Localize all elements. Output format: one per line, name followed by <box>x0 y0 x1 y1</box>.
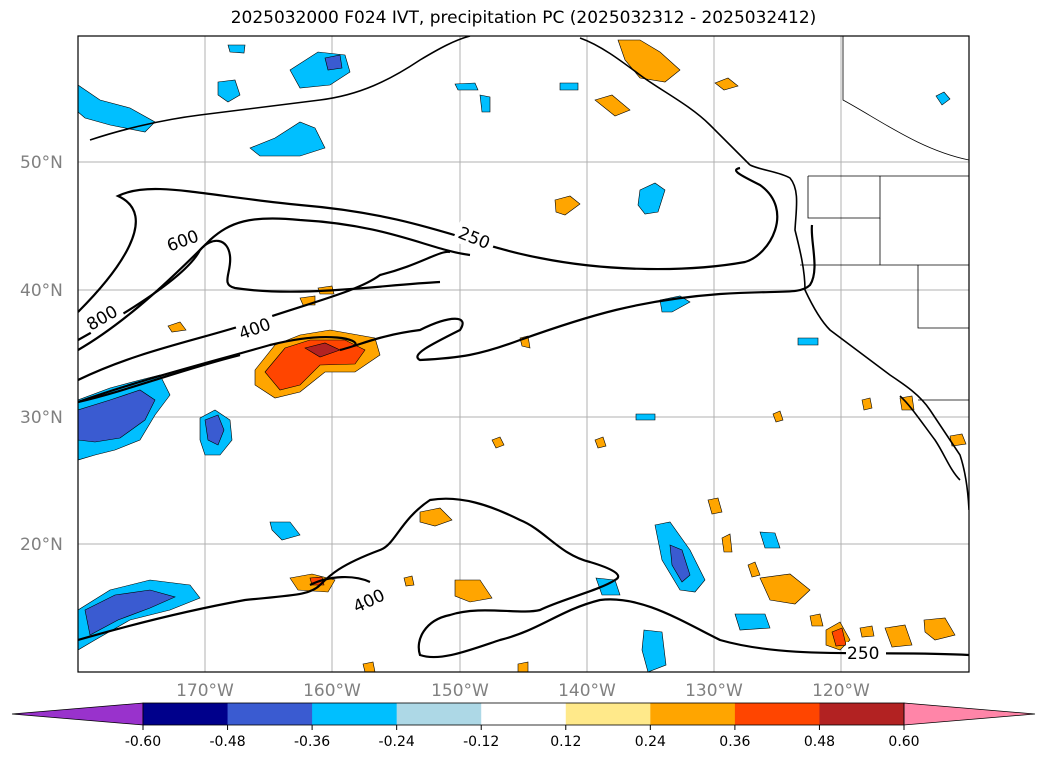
precip-negative-patches <box>78 44 951 672</box>
latitude-labels: 50°N 40°N 30°N 20°N <box>20 153 63 555</box>
colorbar-ticks: -0.60 -0.48 -0.36 -0.24 -0.12 0.12 0.24 0.36 0.4… <box>125 725 920 750</box>
map-panel <box>78 36 969 672</box>
colorbar-tick-label: 0.36 <box>719 734 750 750</box>
longitude-labels: 170°W 160°W 150°W 140°W 130°W 120°W <box>176 681 870 701</box>
colorbar-tick-label: -0.48 <box>209 734 245 750</box>
lon-label-160w: 160°W <box>303 681 361 701</box>
map-frame <box>77 35 970 673</box>
map-title: 2025032000 F024 IVT, precipitation PC (2… <box>230 8 817 28</box>
lon-label-170w: 170°W <box>176 681 234 701</box>
lon-label-120w: 120°W <box>812 681 870 701</box>
colorbar-tick-label: -0.24 <box>379 734 415 750</box>
colorbar-segment <box>650 703 736 725</box>
lat-label-30: 30°N <box>20 408 63 428</box>
state-borders <box>800 36 969 401</box>
colorbar-tick-label: -0.36 <box>294 734 330 750</box>
colorbar-tick-label: -0.60 <box>125 734 161 750</box>
colorbar-segment <box>396 703 482 725</box>
colorbar-extend-min <box>11 702 144 726</box>
colorbar-segment <box>227 703 313 725</box>
lon-label-130w: 130°W <box>685 681 743 701</box>
colorbar-tick-label: 0.12 <box>550 734 581 750</box>
colorbar-tick-label: -0.12 <box>463 734 499 750</box>
colorbar-segment <box>312 703 398 725</box>
lon-label-140w: 140°W <box>558 681 616 701</box>
lon-label-150w: 150°W <box>431 681 489 701</box>
contour-label-250-bottom: 250 <box>847 644 879 664</box>
gridlines <box>78 36 969 672</box>
lat-label-20: 20°N <box>20 535 63 555</box>
colorbar-segments <box>143 703 905 725</box>
lat-label-50: 50°N <box>20 153 63 173</box>
colorbar-tick-label: 0.24 <box>635 734 666 750</box>
colorbar: -0.60 -0.48 -0.36 -0.24 -0.12 0.12 0.24 0.36 0.4… <box>11 702 1036 750</box>
colorbar-tick-label: 0.60 <box>888 734 919 750</box>
colorbar-segment <box>481 703 567 725</box>
colorbar-segment <box>565 703 651 725</box>
colorbar-segment <box>819 703 905 725</box>
colorbar-segment <box>734 703 820 725</box>
colorbar-tick-label: 0.48 <box>804 734 835 750</box>
ivt-contours <box>78 166 969 659</box>
lat-label-40: 40°N <box>20 281 63 301</box>
colorbar-extend-max <box>903 702 1036 726</box>
colorbar-segment <box>143 703 229 725</box>
coastlines <box>89 36 969 511</box>
